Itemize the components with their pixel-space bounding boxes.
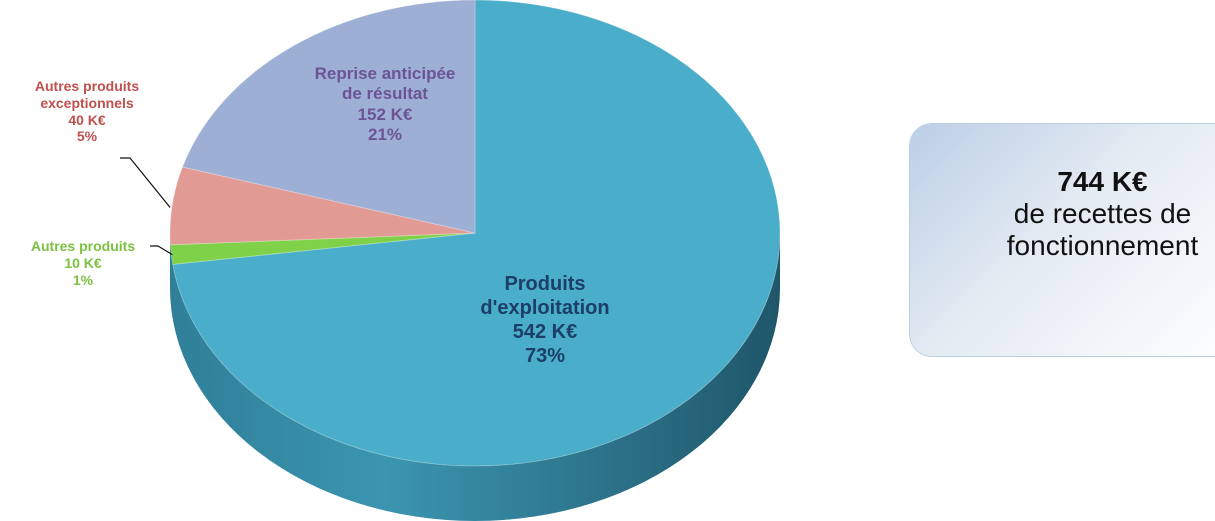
summary-text: 744 K€ de recettes de fonctionnement (910, 166, 1215, 263)
pie-top (169, 0, 781, 467)
slice-percent: 21% (367, 125, 403, 145)
slice-name-line: Autres produits (30, 238, 136, 254)
pie-slice-3 (181, 0, 476, 234)
summary-line: fonctionnement (1006, 230, 1199, 262)
slice-value: 40 K€ (68, 111, 106, 128)
slice-name-line: exceptionnels (40, 94, 134, 111)
slice-name-line: Autres produits (34, 78, 140, 94)
slice-label-produits-exploitation: Produits d'exploitation 542 K€ 73% (460, 272, 630, 368)
slice-label-autres-produits-exceptionnels: Autres produits exceptionnels 40 K€ 5% (12, 78, 162, 145)
pie-rim (170, 233, 780, 521)
slice-value: 10 K€ (64, 254, 102, 271)
slice-label-autres-produits: Autres produits 10 K€ 1% (8, 238, 158, 288)
summary-box (910, 124, 1215, 356)
slice-name-line: de résultat (342, 84, 428, 104)
slice-name-line: d'exploitation (480, 297, 610, 319)
summary-line: de recettes de (1013, 198, 1192, 230)
slice-name-line: Reprise anticipée (314, 64, 456, 83)
slice-label-reprise-anticipee: Reprise anticipée de résultat 152 K€ 21% (285, 64, 485, 146)
slice-name-line: Produits (504, 273, 586, 295)
slice-value: 542 K€ (512, 321, 578, 343)
pie-side (170, 233, 780, 521)
slice-value: 152 K€ (357, 104, 413, 124)
summary-amount: 744 K€ (1057, 166, 1148, 197)
slice-percent: 73% (524, 345, 566, 367)
pie-leaders (120, 157, 173, 256)
leader-line-autres-produits (150, 245, 173, 256)
slice-percent: 1% (72, 271, 94, 288)
leader-line-autres-produits-exceptionnels (120, 157, 171, 208)
slice-percent: 5% (76, 128, 98, 145)
pie-slice-0 (172, 0, 781, 467)
pie-slice-2 (169, 166, 476, 246)
